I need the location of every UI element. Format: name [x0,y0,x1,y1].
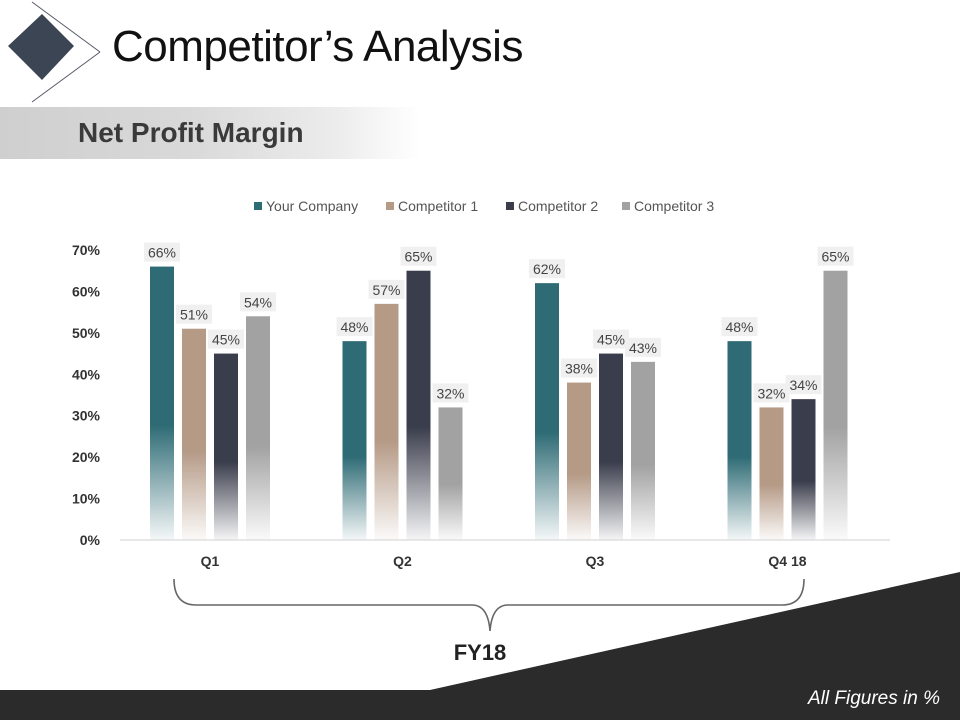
data-label: 45% [212,332,240,348]
page-title: Competitor’s Analysis [112,22,523,71]
x-category-label: Q4 18 [768,553,806,569]
x-axis: Q1 Q2 Q3 Q4 18 [120,539,890,569]
diamond-logo [8,1,101,103]
bar-q1-series-4 [246,316,270,540]
y-tick-label: 20% [72,449,101,465]
bar-q2-series-3 [406,270,431,540]
legend-label-1: Your Company [266,198,358,214]
bar-chart: Your Company Competitor 1 Competitor 2 Comp… [72,198,890,569]
bar-q4-18-series-1 [727,341,752,540]
data-label-bg [176,304,212,324]
legend-swatch-1 [254,202,262,210]
data-label-bg [721,317,758,337]
data-label: 43% [629,340,657,356]
bar-q1-series-3 [214,353,238,540]
x-category-label: Q3 [586,553,605,569]
legend-swatch-2 [386,202,394,210]
data-label: 62% [533,261,561,277]
data-labels: 66%51%45%54%48%57%65%32%62%38%45%43%48%3… [144,242,854,403]
legend-label-3: Competitor 2 [518,198,598,214]
data-label-bg [593,329,629,349]
legend-label-4: Competitor 3 [634,198,714,214]
data-label-bg [368,279,405,299]
data-label: 32% [757,385,785,401]
bar-q3-series-1 [535,283,559,540]
data-label-bg [625,337,661,357]
data-label: 34% [789,377,817,393]
data-label-bg [432,383,469,403]
data-label: 65% [821,249,849,265]
data-label: 45% [597,332,625,348]
data-label: 48% [340,319,368,335]
bar-q3-series-2 [567,382,591,540]
bar-q2-series-2 [374,303,399,540]
bar-q3-series-3 [599,353,623,540]
data-label-bg [785,375,822,395]
y-tick-label: 30% [72,408,101,424]
bar-q4-18-series-3 [791,399,816,540]
bar-q1-series-1 [150,266,174,540]
chart-subtitle: Net Profit Margin [78,117,304,148]
data-label-bg [529,259,565,279]
y-tick-label: 0% [80,532,101,548]
data-label-bg [336,317,373,337]
bar-q4-18-series-2 [759,407,784,540]
data-label-bg [400,246,437,266]
data-label-bg [208,329,244,349]
subtitle-band [0,107,420,159]
bar-q3-series-4 [631,361,655,540]
legend-label-2: Competitor 1 [398,198,478,214]
x-category-label: Q2 [393,553,412,569]
data-label: 32% [436,385,464,401]
data-label: 65% [404,249,432,265]
bars [150,266,848,540]
bar-q4-18-series-4 [823,270,848,540]
bar-q2-series-4 [438,407,463,540]
data-label-bg [144,242,180,262]
y-axis: 0% 10% 20% 30% 40% 50% 60% 70% [72,242,101,548]
data-label: 54% [244,294,272,310]
data-label: 38% [565,361,593,377]
data-label: 51% [180,307,208,323]
chart-legend: Your Company Competitor 1 Competitor 2 Comp… [254,198,714,214]
bar-q1-series-2 [182,328,206,540]
x-category-label: Q1 [201,553,220,569]
fy-brace [173,578,805,632]
y-tick-label: 40% [72,366,101,382]
data-label: 66% [148,245,176,261]
y-tick-label: 70% [72,242,101,258]
data-label: 57% [372,282,400,298]
y-tick-label: 50% [72,325,101,341]
bar-q2-series-1 [342,341,367,540]
legend-swatch-3 [506,202,514,210]
data-label: 48% [725,319,753,335]
y-tick-label: 60% [72,283,101,299]
legend-swatch-4 [622,202,630,210]
data-label-bg [817,246,854,266]
y-tick-label: 10% [72,491,101,507]
data-label-bg [240,292,276,312]
data-label-bg [561,358,597,378]
fiscal-year-label: FY18 [453,640,507,665]
footnote: All Figures in % [808,688,940,709]
data-label-bg [753,383,790,403]
